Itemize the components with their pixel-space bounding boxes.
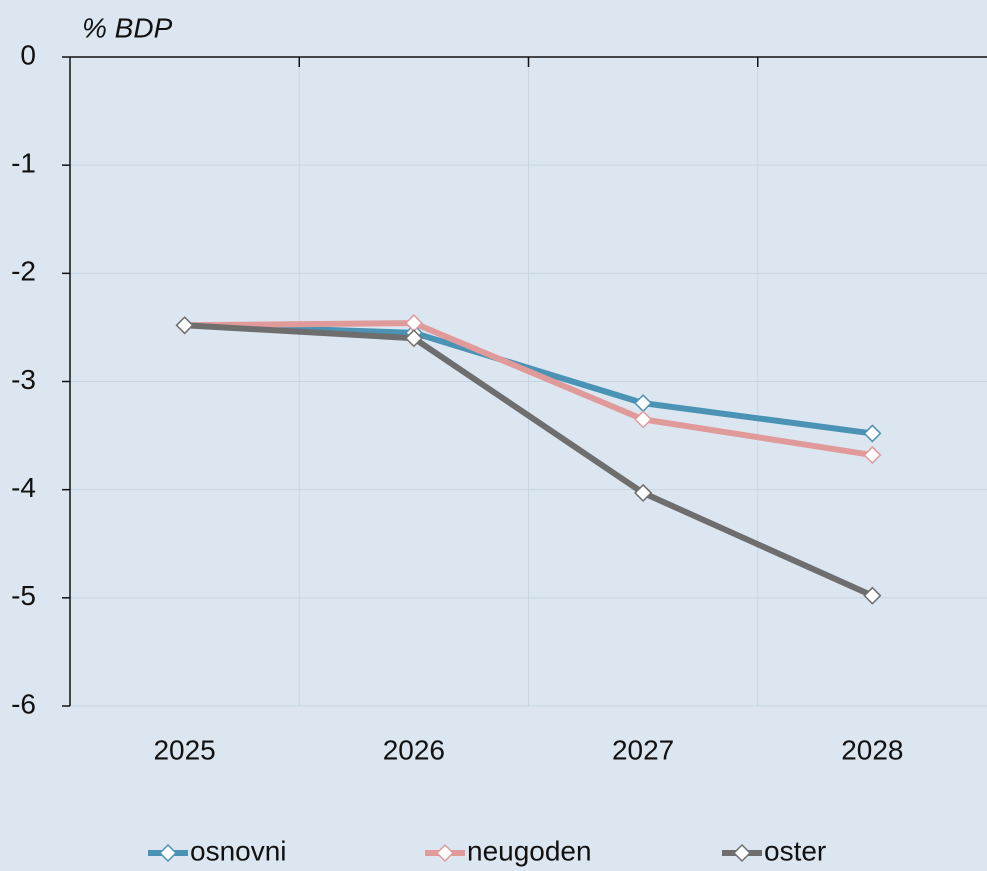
x-tick-label: 2026 [383, 734, 445, 765]
y-tick-label: -1 [11, 148, 36, 179]
y-tick-label: -6 [11, 688, 36, 719]
marker [634, 410, 653, 429]
legend-marker [158, 843, 178, 863]
marker [863, 445, 882, 465]
legend-label: neugoden [467, 835, 592, 866]
y-tick-label: -2 [11, 256, 36, 287]
y-tick-label: 0 [20, 39, 36, 70]
legend-label: oster [764, 835, 826, 866]
marker [175, 316, 194, 335]
marker [863, 586, 882, 605]
x-tick-label: 2028 [841, 734, 903, 765]
x-tick-label: 2025 [153, 734, 215, 765]
y-tick-label: -5 [11, 580, 36, 611]
marker [404, 329, 423, 348]
y-tick-label: -4 [11, 472, 36, 503]
legend-marker [435, 843, 455, 863]
y-axis-label: % BDP [82, 12, 173, 43]
legend-label: osnovni [190, 835, 287, 866]
x-tick-label: 2027 [612, 734, 674, 765]
marker [634, 483, 653, 502]
marker [863, 424, 882, 443]
series-line [184, 320, 873, 459]
series-line [184, 322, 874, 599]
legend-marker [732, 843, 752, 863]
y-tick-label: -3 [11, 364, 36, 395]
